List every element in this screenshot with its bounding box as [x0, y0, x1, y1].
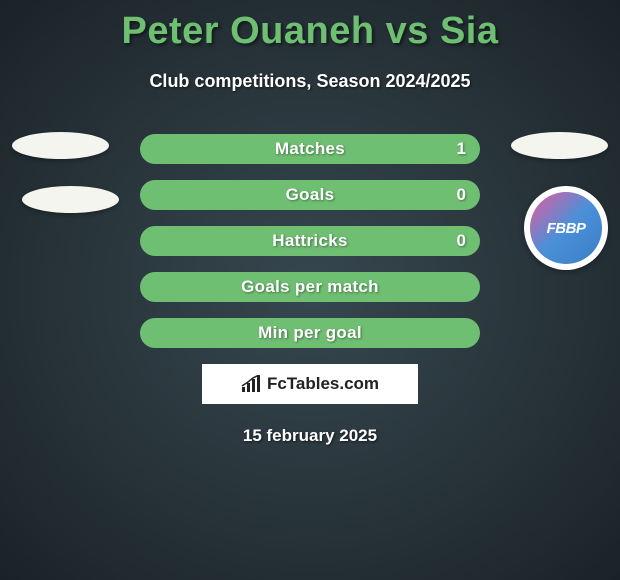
stat-label: Hattricks — [272, 231, 347, 251]
subtitle: Club competitions, Season 2024/2025 — [0, 71, 620, 92]
stat-label: Matches — [275, 139, 345, 159]
club-left-avatar — [22, 186, 119, 213]
stat-label: Goals — [286, 185, 335, 205]
avatar-placeholder-icon — [22, 186, 119, 213]
stat-label: Min per goal — [258, 323, 362, 343]
stat-bar-hattricks: Hattricks 0 — [140, 226, 480, 256]
stat-value-right: 0 — [457, 185, 466, 205]
stat-bars: Matches 1 Goals 0 Hattricks 0 Goals per … — [140, 134, 480, 348]
club-right-badge: FBBP — [524, 186, 608, 270]
stat-bar-min-per-goal: Min per goal — [140, 318, 480, 348]
avatar-placeholder-icon — [511, 132, 608, 159]
stat-bar-goals-per-match: Goals per match — [140, 272, 480, 302]
bar-chart-icon — [241, 375, 263, 393]
avatar-placeholder-icon — [12, 132, 109, 159]
page-title: Peter Ouaneh vs Sia — [0, 0, 620, 53]
stat-value-right: 1 — [457, 139, 466, 159]
stat-value-right: 0 — [457, 231, 466, 251]
stat-bar-goals: Goals 0 — [140, 180, 480, 210]
stat-bar-matches: Matches 1 — [140, 134, 480, 164]
stat-label: Goals per match — [241, 277, 379, 297]
brand-text: FcTables.com — [267, 374, 379, 394]
club-logo-icon: FBBP — [530, 192, 602, 264]
brand-box: FcTables.com — [202, 364, 418, 404]
comparison-content: FBBP Matches 1 Goals 0 Hattricks 0 Goals… — [0, 134, 620, 446]
player-right-avatar — [511, 132, 608, 159]
date-text: 15 february 2025 — [0, 426, 620, 446]
player-left-avatar — [12, 132, 109, 159]
